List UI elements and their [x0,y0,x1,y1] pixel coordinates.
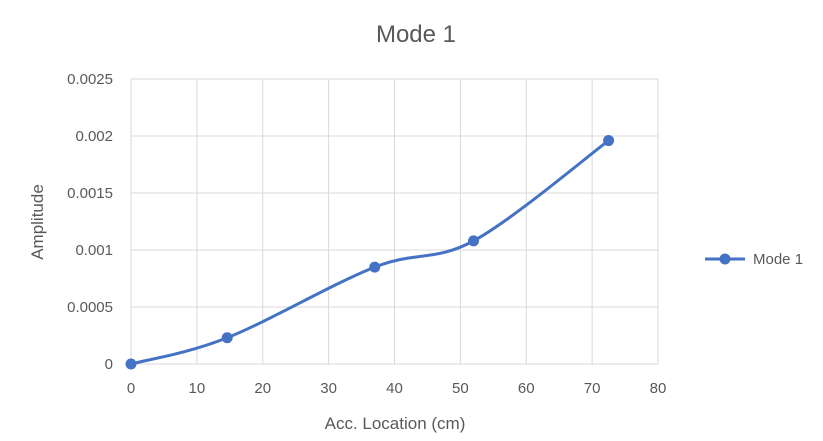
y-tick-label: 0.001 [75,242,113,259]
series-line-mode-1 [129,139,611,366]
data-point [369,261,381,273]
chart-title: Mode 1 [376,21,456,48]
y-tick-label: 0.002 [75,128,113,145]
x-axis-ticks: 0 10 20 30 40 50 60 70 80 [127,380,667,397]
y-tick-label: 0 [105,356,113,373]
data-point [221,332,233,344]
series-layer [125,135,615,370]
x-tick-label: 20 [254,380,271,397]
y-tick-label: 0.0025 [67,71,113,88]
legend-label-mode-1: Mode 1 [753,251,803,268]
legend-marker-mode-1 [719,253,731,265]
y-axis-ticks: 0 0.0005 0.001 0.0015 0.002 0.0025 [67,71,113,373]
x-tick-label: 80 [650,380,667,397]
data-point [125,358,137,370]
x-axis-label: Acc. Location (cm) [325,414,466,433]
grid-lines [130,78,659,365]
y-tick-label: 0.0015 [67,185,113,202]
x-tick-label: 50 [452,380,469,397]
x-tick-label: 60 [518,380,535,397]
x-tick-label: 70 [584,380,601,397]
data-point [468,235,480,247]
x-tick-label: 40 [386,380,403,397]
legend: Mode 1 [705,251,803,268]
data-point [603,135,615,147]
x-tick-label: 30 [320,380,337,397]
y-axis-label: Amplitude [28,184,47,260]
x-tick-label: 0 [127,380,135,397]
x-tick-label: 10 [189,380,206,397]
y-tick-label: 0.0005 [67,299,113,316]
